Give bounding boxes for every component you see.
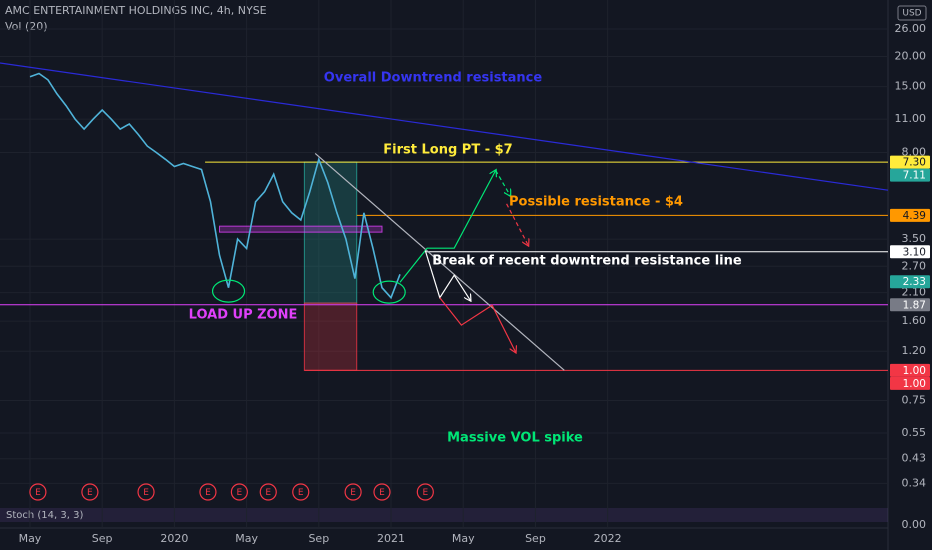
- chart-title: AMC ENTERTAINMENT HOLDINGS INC, 4h, NYSE: [5, 4, 267, 17]
- price-tag: [890, 245, 930, 259]
- earnings-marker: [292, 483, 310, 501]
- price-tag: [890, 376, 930, 390]
- y-tick-label: 1.60: [902, 314, 927, 327]
- earnings-marker: [81, 483, 99, 501]
- trend-line: [439, 297, 516, 352]
- x-tick-label: Sep: [308, 532, 329, 545]
- earnings-marker: [344, 483, 362, 501]
- earnings-label: E: [379, 488, 385, 498]
- earnings-label: E: [237, 488, 243, 498]
- x-tick-label: Sep: [92, 532, 113, 545]
- x-tick-label: 2020: [160, 532, 188, 545]
- price-tag-label: 4.39: [903, 210, 926, 222]
- trend-line: [424, 250, 470, 301]
- currency-box[interactable]: [897, 5, 927, 21]
- earnings-label: E: [205, 488, 211, 498]
- earnings-label: E: [87, 488, 93, 498]
- y-tick-label: 1.20: [902, 344, 927, 357]
- x-tick-label: Sep: [525, 532, 546, 545]
- price-tag-label: 1.00: [903, 365, 926, 377]
- price-tag: [890, 208, 930, 222]
- price-tag: [890, 275, 930, 289]
- price-tag-label: 1.00: [903, 378, 926, 390]
- earnings-label: E: [422, 488, 428, 498]
- earnings-marker: [29, 483, 47, 501]
- earnings-label: E: [265, 488, 271, 498]
- y-tick-label: 11.00: [895, 112, 927, 125]
- y-tick-label: 26.00: [895, 22, 927, 35]
- y-tick-label: 0.43: [902, 452, 927, 465]
- currency[interactable]: USD: [902, 9, 921, 19]
- annotation: First Long PT - $7: [383, 143, 512, 158]
- earnings-label: E: [35, 488, 41, 498]
- y-tick-label: 20.00: [895, 50, 927, 63]
- trend-line: [314, 152, 565, 371]
- annotation: Possible resistance - $4: [509, 195, 683, 210]
- earnings-marker: [416, 483, 434, 501]
- annotation: Break of recent downtrend resistance lin…: [432, 254, 742, 269]
- trend-line: [399, 170, 496, 283]
- stoch-band: [0, 508, 888, 522]
- price-line: [29, 72, 401, 300]
- x-tick-label: 2022: [594, 532, 622, 545]
- y-tick-label: 15.00: [895, 80, 927, 93]
- price-tag-label: 7.30: [903, 157, 926, 169]
- subtitle: Vol (20): [5, 20, 48, 33]
- trend-line: [495, 170, 511, 195]
- y-tick-label: 0.34: [902, 476, 927, 489]
- y-tick-label: 2.70: [902, 259, 927, 272]
- earnings-label: E: [298, 488, 304, 498]
- earnings-label: E: [350, 488, 356, 498]
- annotation: LOAD UP ZONE: [189, 308, 298, 323]
- price-tag: [890, 168, 930, 182]
- price-tag: [890, 363, 930, 377]
- earnings-marker: [199, 483, 217, 501]
- stoch-label: Stoch (14, 3, 3): [6, 510, 83, 521]
- x-tick-label: May: [235, 532, 258, 545]
- annotation: Massive VOL spike: [447, 431, 583, 446]
- x-tick-label: 2021: [377, 532, 405, 545]
- trend-line: [506, 203, 529, 246]
- y-tick-label: 2.10: [902, 286, 927, 299]
- price-tag-label: 7.11: [903, 170, 926, 182]
- y-tick-label: 8.00: [902, 145, 927, 158]
- x-tick-label: May: [19, 532, 42, 545]
- earnings-label: E: [143, 488, 149, 498]
- price-axis: [888, 0, 932, 550]
- zone-box: [303, 302, 358, 371]
- price-tag: [890, 155, 930, 169]
- price-tag-label: 1.87: [903, 299, 926, 311]
- y-tick-label: 3.50: [902, 232, 927, 245]
- price-tag: [890, 298, 930, 312]
- stoch-tick-label: 0.00: [902, 518, 927, 531]
- x-tick-label: May: [452, 532, 475, 545]
- y-tick-label: 0.55: [902, 426, 927, 439]
- y-tick-label: 0.75: [902, 393, 927, 406]
- trend-line: [0, 62, 889, 191]
- highlight-circle: [211, 279, 246, 303]
- zone-box: [219, 225, 383, 233]
- earnings-marker: [259, 483, 277, 501]
- highlight-circle: [372, 280, 406, 304]
- earnings-marker: [137, 483, 155, 501]
- price-tag-label: 3.10: [903, 246, 926, 258]
- earnings-marker: [373, 483, 391, 501]
- price-tag-label: 2.33: [903, 276, 926, 288]
- annotation: Overall Downtrend resistance: [324, 71, 543, 86]
- earnings-marker: [230, 483, 248, 501]
